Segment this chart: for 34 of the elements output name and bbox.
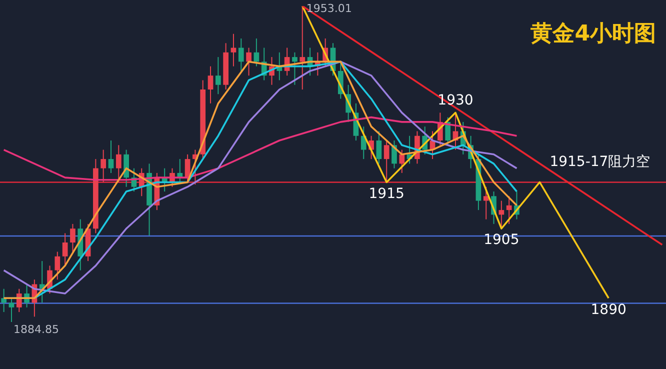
text: 1884.85 xyxy=(13,322,59,336)
data-label: 1953.01 xyxy=(306,2,352,15)
candlestick xyxy=(254,38,260,67)
candlestick xyxy=(124,149,129,188)
candlestick xyxy=(208,66,214,104)
candlestick xyxy=(300,6,306,90)
candlestick xyxy=(483,186,489,220)
candlestick xyxy=(392,140,397,169)
candlestick xyxy=(108,140,114,174)
candlestick xyxy=(1,288,7,313)
data-label: 1890 xyxy=(590,302,626,318)
candlestick xyxy=(8,298,14,322)
candlestick xyxy=(360,126,366,160)
candlestick xyxy=(54,251,60,280)
candlestick xyxy=(215,56,221,95)
candlestick xyxy=(39,260,45,304)
candlestick xyxy=(246,47,252,76)
candlestick xyxy=(376,130,382,164)
text: 黄金4小时图 xyxy=(530,22,656,47)
candlestick xyxy=(116,144,122,183)
candlestick xyxy=(399,149,405,174)
candlestick xyxy=(70,223,76,252)
data-label: 1905 xyxy=(484,232,520,248)
candlestick xyxy=(506,196,512,224)
data-label: 1915-17阻力空 xyxy=(550,154,650,170)
candlestick xyxy=(230,33,236,67)
data-label: 1915 xyxy=(368,186,404,202)
candlestick xyxy=(445,116,451,146)
candlestick xyxy=(62,232,68,266)
candlestick xyxy=(292,52,298,86)
candlestick xyxy=(238,38,244,72)
candlestick xyxy=(498,200,504,230)
candlestick xyxy=(100,149,106,183)
candlestick xyxy=(384,140,390,183)
